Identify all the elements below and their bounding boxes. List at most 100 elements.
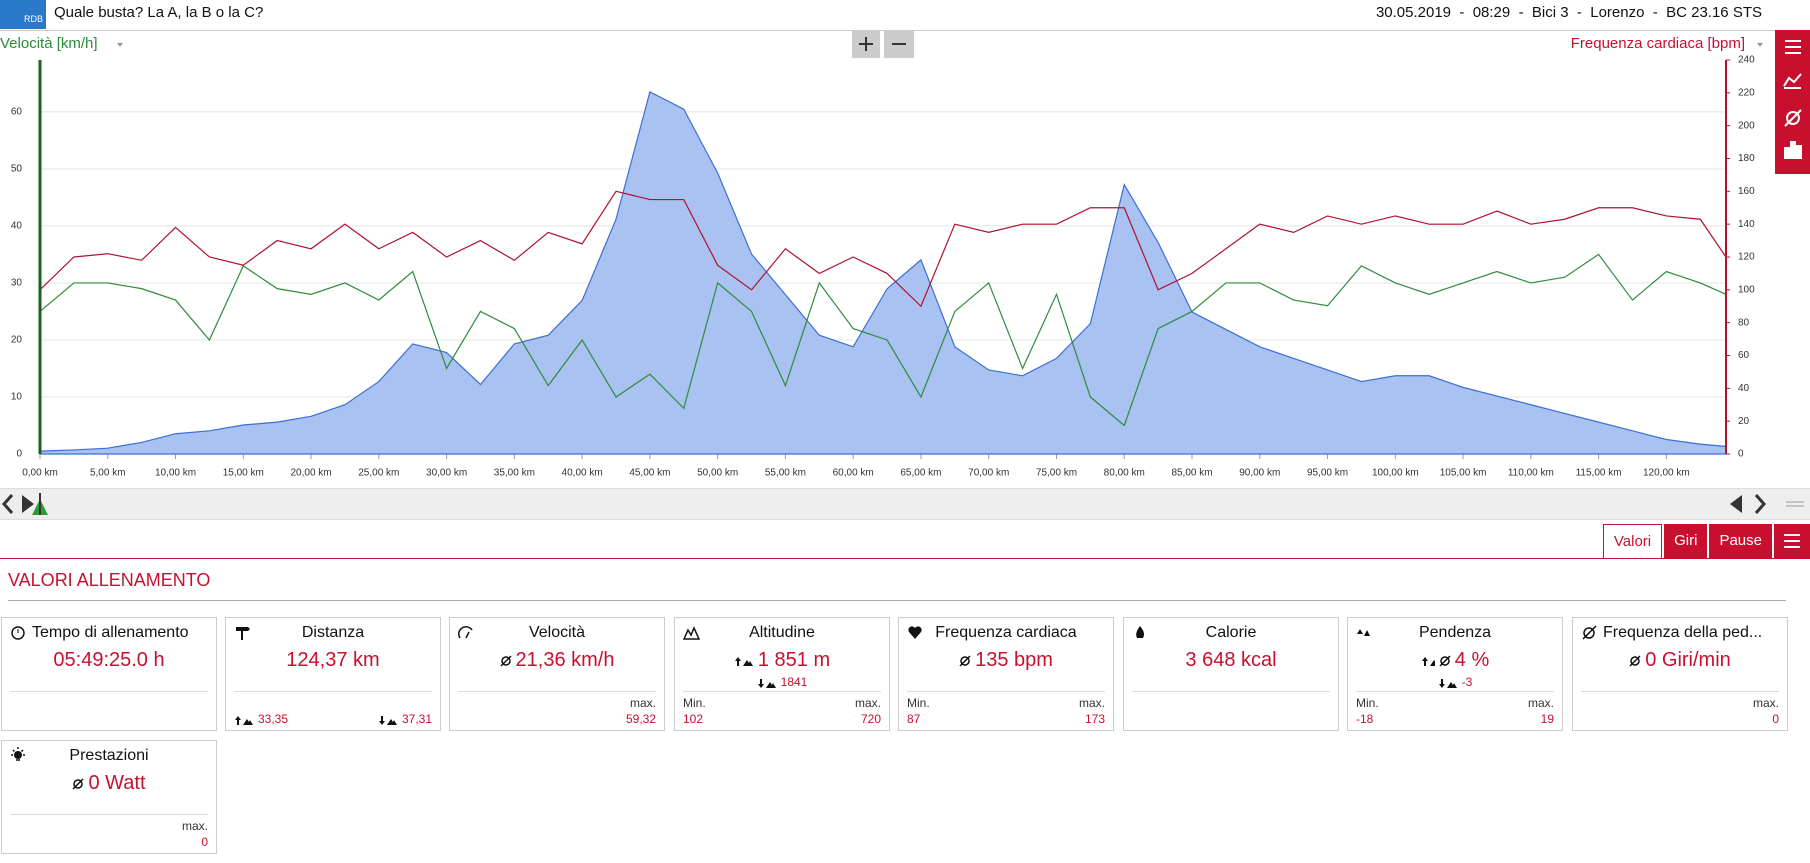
card-text: -18 xyxy=(1356,712,1374,726)
card-title: Tempo di allenamento xyxy=(32,624,189,641)
x-tick-label: 95,00 km xyxy=(1307,468,1348,479)
stat-card: Pendenza 4 % -3 Min. max. -18 19 xyxy=(1347,617,1563,731)
card-title: Prestazioni xyxy=(69,747,149,764)
y2-tick-label: 100 xyxy=(1738,284,1755,295)
y-tick-label: 60 xyxy=(11,107,23,118)
y2-tick-label: 0 xyxy=(1738,449,1744,460)
card-sub: -3 xyxy=(1348,675,1562,689)
card-value-text: 4 % xyxy=(1454,649,1490,671)
card-text: 87 xyxy=(907,712,921,726)
card-divider xyxy=(907,691,1105,692)
card-value: 0 Giri/min xyxy=(1573,649,1787,672)
tab[interactable]: Giri xyxy=(1664,524,1708,558)
section-title: VALORI ALLENAMENTO xyxy=(8,570,211,590)
card-right: 37,31 xyxy=(378,712,432,726)
logo[interactable]: RDB xyxy=(0,0,46,29)
sidebar-tools xyxy=(1775,30,1810,174)
card-right: 0 xyxy=(1772,712,1779,726)
x-tick-label: 0,00 km xyxy=(22,468,58,479)
card-icon xyxy=(236,627,250,640)
card-left: 87 xyxy=(907,712,920,726)
card-left: -18 xyxy=(1356,712,1373,726)
card-value-text: 0 Giri/min xyxy=(1645,649,1731,671)
card-icon xyxy=(1582,625,1597,640)
tab-menu[interactable] xyxy=(1774,524,1810,558)
y2-tick-label: 80 xyxy=(1738,317,1750,328)
card-divider xyxy=(234,691,432,692)
y2-axis-label[interactable]: Frequenza cardiaca [bpm] xyxy=(1571,35,1745,52)
card-right: 720 xyxy=(861,712,881,726)
card-icon xyxy=(458,626,473,639)
y-tick-label: 30 xyxy=(11,278,23,289)
y2-tick-label: 140 xyxy=(1738,219,1755,230)
card-divider xyxy=(10,691,208,692)
card-value-text: 05:49:25.0 h xyxy=(53,649,165,671)
card-divider xyxy=(1132,691,1330,692)
x-tick-label: 50,00 km xyxy=(697,468,738,479)
card-title: Frequenza della ped... xyxy=(1603,624,1763,641)
y-axis-label[interactable]: Velocità [km/h] xyxy=(0,35,98,52)
card-value: 3 648 kcal xyxy=(1124,649,1338,672)
card-left-label: Min. xyxy=(1356,696,1379,710)
card-icon xyxy=(683,626,701,640)
x-tick-label: 115,00 km xyxy=(1576,468,1622,479)
dropdown-caret xyxy=(117,43,123,47)
card-right: 59,32 xyxy=(626,712,656,726)
range-scroller[interactable] xyxy=(0,488,1810,520)
card-text: Min. xyxy=(683,696,706,710)
card-left-label: Min. xyxy=(683,696,706,710)
card-text: max. xyxy=(1078,696,1105,710)
y-tick-label: 40 xyxy=(11,221,23,232)
chart: Velocità [km/h] Frequenza cardiaca [bpm]… xyxy=(0,30,1763,479)
tab[interactable]: Valori xyxy=(1602,524,1663,558)
series-line xyxy=(39,253,1727,427)
tab-underline xyxy=(0,558,1810,559)
card-right: 173 xyxy=(1085,712,1105,726)
card-divider xyxy=(1356,691,1554,692)
x-tick-label: 100,00 km xyxy=(1372,468,1419,479)
x-tick-label: 80,00 km xyxy=(1104,468,1145,479)
scroller-glyphs xyxy=(1,493,1804,515)
stat-card: Frequenza della ped... 0 Giri/min max. 0 xyxy=(1572,617,1788,731)
card-title: Calorie xyxy=(1205,624,1257,641)
stat-card: Frequenza cardiaca 135 bpm Min. max. 87 173 xyxy=(898,617,1114,731)
x-tick-label: 55,00 km xyxy=(765,468,806,479)
stat-card: Prestazioni 0 Watt max. 0 xyxy=(1,740,217,854)
card-text: 102 xyxy=(683,712,704,726)
y2-tick-label: 120 xyxy=(1738,252,1755,263)
card-value: 0 Watt xyxy=(2,772,216,795)
card-value-text: 135 bpm xyxy=(975,649,1053,671)
y-tick-label: 20 xyxy=(11,335,23,346)
y-tick-label: 0 xyxy=(16,449,22,460)
card-text: 0 xyxy=(1772,712,1779,726)
card-value: 05:49:25.0 h xyxy=(2,649,216,672)
card-text: Min. xyxy=(1356,696,1379,710)
x-tick-label: 30,00 km xyxy=(426,468,467,479)
card-title: Frequenza cardiaca xyxy=(935,624,1077,641)
card-text: 37,31 xyxy=(401,712,432,726)
card-right-label: max. xyxy=(855,696,881,710)
y2-tick-label: 180 xyxy=(1738,153,1755,164)
card-left-label: Min. xyxy=(907,696,930,710)
card-text: 0 xyxy=(201,835,208,849)
card-icon xyxy=(908,626,922,639)
x-tick-label: 15,00 km xyxy=(223,468,264,479)
x-tick-label: 65,00 km xyxy=(900,468,941,479)
sidebar-icons[interactable] xyxy=(1775,30,1810,174)
y2-tick-label: 60 xyxy=(1738,350,1750,361)
tabs: Valori Giri Pause xyxy=(1601,524,1810,558)
x-tick-label: 110,00 km xyxy=(1508,468,1554,479)
card-right-label: max. xyxy=(630,696,656,710)
card-icon xyxy=(11,626,25,640)
card-text: max. xyxy=(629,696,656,710)
card-value: 4 % xyxy=(1348,649,1562,672)
card-text: Min. xyxy=(907,696,930,710)
card-text: 720 xyxy=(860,712,881,726)
card-left: 33,35 xyxy=(234,712,288,726)
stat-card: Altitudine 1 851 m 1841 Min. max. 102 720 xyxy=(674,617,890,731)
tab[interactable]: Pause xyxy=(1709,524,1772,558)
card-title: Pendenza xyxy=(1418,624,1492,641)
dropdown-caret xyxy=(1757,43,1763,47)
card-right-label: max. xyxy=(1753,696,1779,710)
section-divider xyxy=(8,600,1786,601)
